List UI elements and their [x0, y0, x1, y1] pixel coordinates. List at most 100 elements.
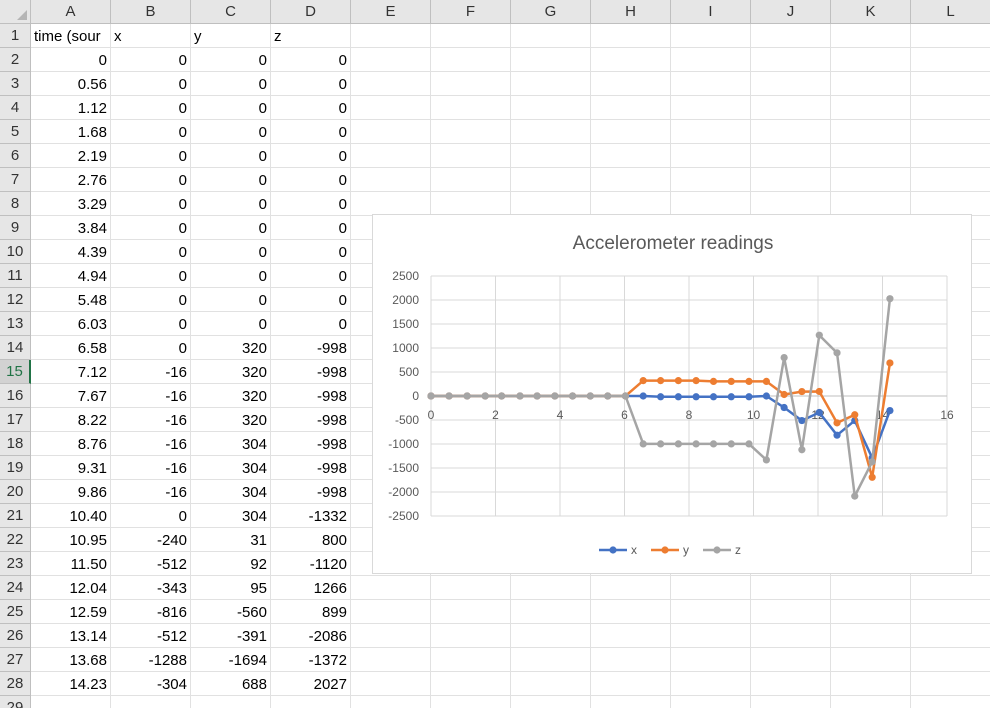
row-header-19[interactable]: 19 — [0, 456, 31, 480]
data-cell[interactable]: 0 — [178, 244, 187, 261]
data-cell[interactable]: 0 — [338, 292, 347, 309]
data-cell[interactable]: -240 — [156, 532, 187, 549]
row-header-18[interactable]: 18 — [0, 432, 31, 456]
data-cell[interactable]: 6.03 — [77, 316, 107, 333]
data-cell[interactable]: 0 — [178, 220, 187, 237]
data-cell[interactable]: 0 — [338, 76, 347, 93]
data-cell[interactable]: 0 — [338, 196, 347, 213]
data-cell[interactable]: 9.86 — [77, 484, 107, 501]
column-header-i[interactable]: I — [671, 0, 751, 24]
data-cell[interactable]: 4.94 — [77, 268, 107, 285]
data-cell[interactable]: 2.76 — [77, 172, 107, 189]
data-cell[interactable]: 0 — [258, 268, 267, 285]
data-cell[interactable]: -16 — [165, 484, 187, 501]
data-cell[interactable]: 320 — [241, 388, 267, 405]
data-cell[interactable]: -998 — [316, 484, 347, 501]
data-cell[interactable]: 0 — [338, 316, 347, 333]
data-cell[interactable]: 2.19 — [77, 148, 107, 165]
column-header-k[interactable]: K — [831, 0, 911, 24]
data-cell[interactable]: -998 — [316, 412, 347, 429]
data-cell[interactable]: -998 — [316, 436, 347, 453]
data-cell[interactable]: 304 — [241, 508, 267, 525]
row-header-3[interactable]: 3 — [0, 72, 31, 96]
data-cell[interactable]: -16 — [165, 364, 187, 381]
data-cell[interactable]: -16 — [165, 460, 187, 477]
row-header-4[interactable]: 4 — [0, 96, 31, 120]
row-header-25[interactable]: 25 — [0, 600, 31, 624]
row-header-29[interactable]: 29 — [0, 696, 31, 708]
data-cell[interactable]: 3.84 — [77, 220, 107, 237]
header-cell-c[interactable]: y — [194, 28, 202, 45]
data-cell[interactable]: 0 — [178, 268, 187, 285]
data-cell[interactable]: 304 — [241, 436, 267, 453]
data-cell[interactable]: -512 — [156, 628, 187, 645]
data-cell[interactable]: 0 — [178, 316, 187, 333]
row-header-8[interactable]: 8 — [0, 192, 31, 216]
data-cell[interactable]: 3.29 — [77, 196, 107, 213]
data-cell[interactable]: 0.56 — [77, 76, 107, 93]
row-header-21[interactable]: 21 — [0, 504, 31, 528]
data-cell[interactable]: 11.50 — [70, 556, 107, 573]
data-cell[interactable]: 0 — [178, 52, 187, 69]
data-cell[interactable]: -16 — [165, 436, 187, 453]
row-header-26[interactable]: 26 — [0, 624, 31, 648]
data-cell[interactable]: -391 — [236, 628, 267, 645]
data-cell[interactable]: -1288 — [148, 652, 187, 669]
data-cell[interactable]: 1266 — [313, 580, 347, 597]
data-cell[interactable]: 0 — [258, 292, 267, 309]
column-header-l[interactable]: L — [911, 0, 990, 24]
data-cell[interactable]: 7.12 — [77, 364, 107, 381]
data-cell[interactable]: 2027 — [313, 676, 347, 693]
data-cell[interactable]: 95 — [250, 580, 267, 597]
data-cell[interactable]: -343 — [156, 580, 187, 597]
data-cell[interactable]: -304 — [156, 676, 187, 693]
row-header-9[interactable]: 9 — [0, 216, 31, 240]
data-cell[interactable]: 12.59 — [69, 604, 107, 621]
data-cell[interactable]: 14.23 — [69, 676, 107, 693]
data-cell[interactable]: 0 — [258, 172, 267, 189]
row-header-1[interactable]: 1 — [0, 24, 31, 48]
data-cell[interactable]: 0 — [178, 124, 187, 141]
data-cell[interactable]: 0 — [178, 340, 187, 357]
data-cell[interactable]: 0 — [178, 196, 187, 213]
row-header-24[interactable]: 24 — [0, 576, 31, 600]
data-cell[interactable]: 6.58 — [77, 340, 107, 357]
data-cell[interactable]: 0 — [258, 76, 267, 93]
data-cell[interactable]: -16 — [165, 388, 187, 405]
data-cell[interactable]: 0 — [178, 148, 187, 165]
data-cell[interactable]: 8.22 — [77, 412, 107, 429]
data-cell[interactable]: 13.14 — [69, 628, 107, 645]
data-cell[interactable]: -998 — [316, 460, 347, 477]
select-all-corner[interactable] — [0, 0, 31, 24]
data-cell[interactable]: 9.31 — [77, 460, 107, 477]
data-cell[interactable]: 320 — [241, 364, 267, 381]
data-cell[interactable]: 0 — [178, 508, 187, 525]
row-header-2[interactable]: 2 — [0, 48, 31, 72]
column-header-d[interactable]: D — [271, 0, 351, 24]
data-cell[interactable]: 0 — [178, 100, 187, 117]
data-cell[interactable]: -816 — [156, 604, 187, 621]
data-cell[interactable]: 899 — [321, 604, 347, 621]
data-cell[interactable]: 0 — [258, 148, 267, 165]
data-cell[interactable]: 13.68 — [69, 652, 107, 669]
data-cell[interactable]: 0 — [178, 76, 187, 93]
row-header-6[interactable]: 6 — [0, 144, 31, 168]
row-header-28[interactable]: 28 — [0, 672, 31, 696]
data-cell[interactable]: 92 — [250, 556, 267, 573]
data-cell[interactable]: -998 — [316, 364, 347, 381]
row-header-20[interactable]: 20 — [0, 480, 31, 504]
data-cell[interactable]: -2086 — [308, 628, 347, 645]
data-cell[interactable]: 0 — [338, 148, 347, 165]
data-cell[interactable]: 0 — [338, 124, 347, 141]
row-header-22[interactable]: 22 — [0, 528, 31, 552]
data-cell[interactable]: 0 — [258, 100, 267, 117]
row-header-7[interactable]: 7 — [0, 168, 31, 192]
data-cell[interactable]: 0 — [258, 124, 267, 141]
row-header-16[interactable]: 16 — [0, 384, 31, 408]
data-cell[interactable]: 304 — [241, 460, 267, 477]
row-header-27[interactable]: 27 — [0, 648, 31, 672]
column-header-c[interactable]: C — [191, 0, 271, 24]
column-header-a[interactable]: A — [31, 0, 111, 24]
data-cell[interactable]: 0 — [338, 172, 347, 189]
data-cell[interactable]: 0 — [258, 244, 267, 261]
